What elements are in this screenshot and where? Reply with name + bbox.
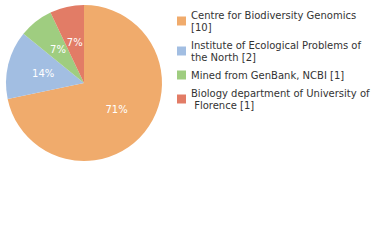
svg-text:Florence [1]: Florence [1] — [191, 100, 254, 111]
svg-text:Mined from GenBank, NCBI [1]: Mined from GenBank, NCBI [1] — [191, 70, 344, 81]
svg-text:71%: 71% — [105, 104, 127, 115]
svg-text:Biology department of Universi: Biology department of University of — [191, 88, 370, 99]
svg-text:Institute of Ecological Proble: Institute of Ecological Problems of — [191, 40, 364, 51]
svg-text:14%: 14% — [32, 68, 54, 79]
svg-text:7%: 7% — [67, 37, 83, 48]
svg-text:Centre for Biodiversity Genomi: Centre for Biodiversity Genomics — [191, 10, 359, 21]
svg-text:[10]: [10] — [191, 22, 212, 33]
svg-text:7%: 7% — [50, 44, 66, 55]
svg-text:the North [2]: the North [2] — [191, 52, 256, 63]
